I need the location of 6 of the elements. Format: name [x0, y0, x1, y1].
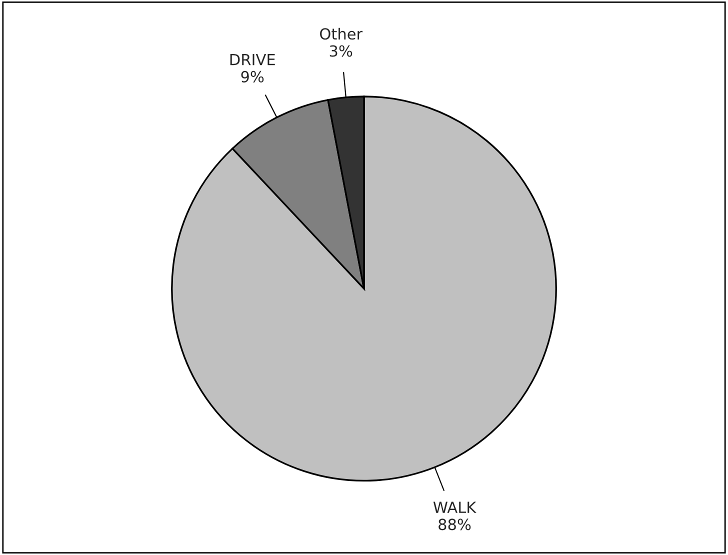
data-label: 3%	[330, 45, 352, 57]
slice-label: DRIVE	[230, 54, 275, 66]
data-label: 88%	[438, 518, 471, 530]
data-label: 9%	[241, 70, 264, 82]
slice-label: WALK	[433, 502, 476, 513]
slice-label: Other	[320, 28, 363, 40]
